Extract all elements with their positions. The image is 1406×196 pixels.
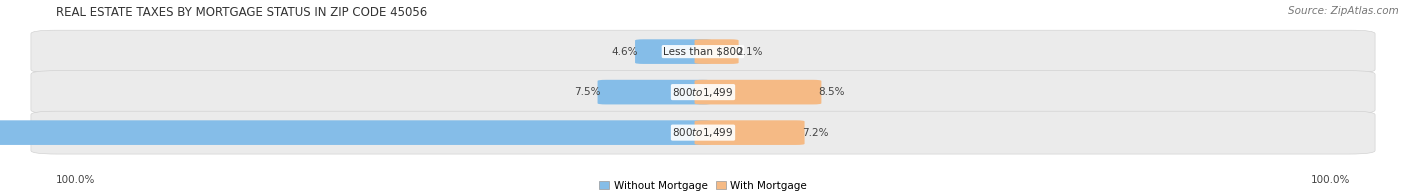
- FancyBboxPatch shape: [695, 80, 821, 104]
- Text: 4.6%: 4.6%: [612, 47, 638, 57]
- Text: Source: ZipAtlas.com: Source: ZipAtlas.com: [1288, 6, 1399, 16]
- Text: $800 to $1,499: $800 to $1,499: [672, 86, 734, 99]
- FancyBboxPatch shape: [695, 39, 738, 64]
- Text: 7.5%: 7.5%: [574, 87, 600, 97]
- Text: 8.5%: 8.5%: [818, 87, 845, 97]
- FancyBboxPatch shape: [31, 30, 1375, 73]
- FancyBboxPatch shape: [31, 71, 1375, 113]
- Text: 2.1%: 2.1%: [735, 47, 762, 57]
- FancyBboxPatch shape: [636, 39, 711, 64]
- Text: REAL ESTATE TAXES BY MORTGAGE STATUS IN ZIP CODE 45056: REAL ESTATE TAXES BY MORTGAGE STATUS IN …: [56, 6, 427, 19]
- Text: 100.0%: 100.0%: [56, 175, 96, 185]
- FancyBboxPatch shape: [0, 120, 711, 145]
- Text: 100.0%: 100.0%: [1310, 175, 1350, 185]
- Text: $800 to $1,499: $800 to $1,499: [672, 126, 734, 139]
- FancyBboxPatch shape: [31, 111, 1375, 154]
- FancyBboxPatch shape: [695, 120, 804, 145]
- Legend: Without Mortgage, With Mortgage: Without Mortgage, With Mortgage: [595, 176, 811, 195]
- Text: Less than $800: Less than $800: [664, 47, 742, 57]
- FancyBboxPatch shape: [598, 80, 711, 104]
- Text: 7.2%: 7.2%: [801, 128, 828, 138]
